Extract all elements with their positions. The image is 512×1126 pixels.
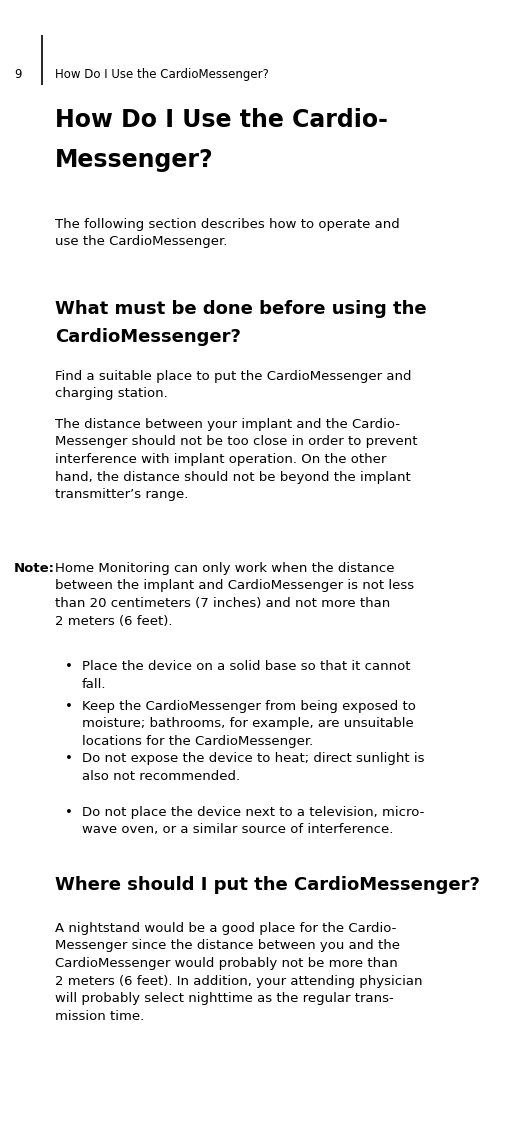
Text: Where should I put the CardioMessenger?: Where should I put the CardioMessenger? [55, 876, 480, 894]
Text: CardioMessenger?: CardioMessenger? [55, 328, 241, 346]
Text: Home Monitoring can only work when the distance
between the implant and CardioMe: Home Monitoring can only work when the d… [55, 562, 414, 627]
Text: Find a suitable place to put the CardioMessenger and
charging station.: Find a suitable place to put the CardioM… [55, 370, 412, 401]
Text: •: • [65, 700, 73, 713]
Text: The following section describes how to operate and
use the CardioMessenger.: The following section describes how to o… [55, 218, 400, 249]
Text: •: • [65, 660, 73, 673]
Text: Note:: Note: [14, 562, 55, 575]
Text: Place the device on a solid base so that it cannot
fall.: Place the device on a solid base so that… [82, 660, 411, 690]
Text: Keep the CardioMessenger from being exposed to
moisture; bathrooms, for example,: Keep the CardioMessenger from being expo… [82, 700, 416, 748]
Text: The distance between your implant and the Cardio-
Messenger should not be too cl: The distance between your implant and th… [55, 418, 417, 501]
Text: How Do I Use the Cardio-: How Do I Use the Cardio- [55, 108, 388, 132]
Text: Do not expose the device to heat; direct sunlight is
also not recommended.: Do not expose the device to heat; direct… [82, 752, 424, 783]
Text: How Do I Use the CardioMessenger?: How Do I Use the CardioMessenger? [55, 68, 269, 81]
Text: Messenger?: Messenger? [55, 148, 214, 172]
Text: •: • [65, 806, 73, 819]
Text: 9: 9 [14, 68, 22, 81]
Text: A nightstand would be a good place for the Cardio-
Messenger since the distance : A nightstand would be a good place for t… [55, 922, 422, 1022]
Text: Do not place the device next to a television, micro-
wave oven, or a similar sou: Do not place the device next to a televi… [82, 806, 424, 837]
Text: What must be done before using the: What must be done before using the [55, 300, 426, 318]
Text: •: • [65, 752, 73, 765]
